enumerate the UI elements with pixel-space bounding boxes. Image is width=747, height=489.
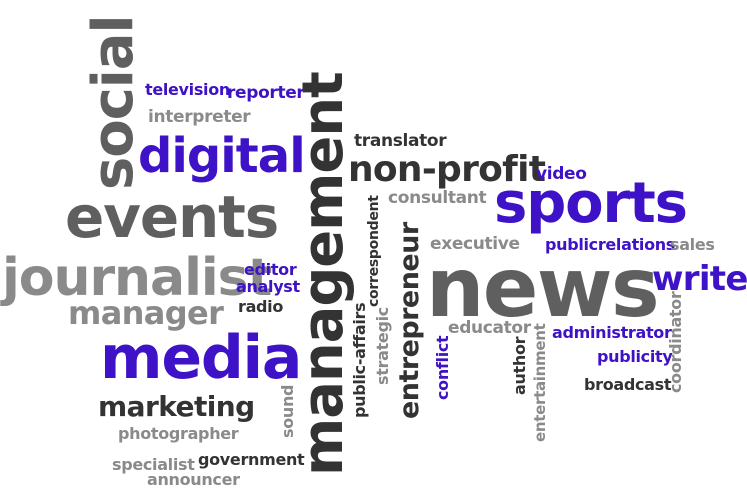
word-video: video xyxy=(536,164,587,184)
word-media: media xyxy=(100,323,302,393)
word-journalist: journalist xyxy=(2,248,272,308)
word-public-affairs: public-affairs xyxy=(350,302,369,418)
word-specialist: specialist xyxy=(112,455,195,474)
word-television: television xyxy=(145,80,230,99)
word-marketing: marketing xyxy=(98,390,255,423)
word-correspondent: correspondent xyxy=(366,195,382,307)
word-manager: manager xyxy=(68,294,224,332)
word-editor: editor xyxy=(244,260,297,279)
word-consultant: consultant xyxy=(388,188,487,208)
word-government: government xyxy=(198,450,305,469)
word-coordinator: coordinator xyxy=(666,291,685,394)
word-digital: digital xyxy=(138,128,306,184)
word-author: author xyxy=(510,336,529,395)
word-publicity: publicity xyxy=(597,347,673,366)
word-conflict: conflict xyxy=(433,335,452,400)
word-social: social xyxy=(81,15,146,190)
word-interpreter: interpreter xyxy=(148,107,251,127)
word-analyst: analyst xyxy=(236,277,300,296)
word-translator: translator xyxy=(354,131,447,151)
word-administrator: administrator xyxy=(552,323,672,342)
word-management: management xyxy=(291,72,356,476)
word-strategic: strategic xyxy=(373,307,392,385)
word-news: news xyxy=(426,241,660,336)
word-educator: educator xyxy=(448,318,531,338)
word-sports: sports xyxy=(494,171,688,236)
word-announcer: announcer xyxy=(147,470,240,489)
word-executive: executive xyxy=(430,234,520,254)
word-sales: sales xyxy=(670,235,715,254)
word-non-profit: non-profit xyxy=(348,149,546,190)
word-photographer: photographer xyxy=(118,424,239,443)
word-entertainment: entertainment xyxy=(531,323,549,442)
word-reporter: reporter xyxy=(227,83,305,103)
word-writer: writer xyxy=(652,259,747,299)
word-publicrelations: publicrelations xyxy=(545,235,676,254)
word-events: events xyxy=(65,183,279,251)
word-entrepreneur: entrepreneur xyxy=(394,222,425,419)
word-radio: radio xyxy=(238,297,284,316)
word-broadcast: broadcast xyxy=(584,375,672,394)
